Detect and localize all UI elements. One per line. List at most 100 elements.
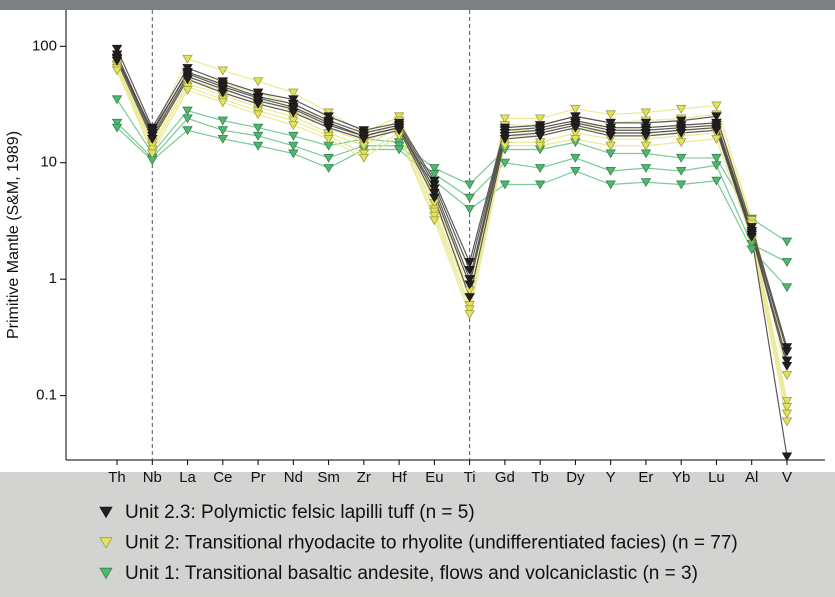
data-marker [499, 114, 511, 124]
series-line [116, 127, 788, 288]
data-marker [534, 114, 546, 124]
data-marker [147, 126, 158, 136]
data-marker [711, 126, 722, 136]
series-line [116, 117, 788, 263]
data-marker [323, 118, 334, 128]
data-marker [746, 245, 757, 255]
data-marker [252, 93, 264, 103]
data-marker [464, 258, 475, 268]
data-marker [429, 211, 440, 221]
data-marker [464, 180, 475, 190]
data-marker [288, 103, 299, 113]
data-marker [605, 118, 616, 128]
y-tick-label: 0.1 [36, 387, 57, 404]
data-marker [323, 123, 334, 133]
x-tick-label: Y [606, 469, 616, 486]
data-marker [499, 134, 511, 144]
data-marker [217, 116, 229, 126]
data-marker [217, 66, 229, 76]
data-marker [605, 141, 616, 151]
data-marker [781, 258, 793, 268]
x-tick-label: Sm [317, 469, 340, 486]
data-marker [675, 116, 687, 126]
data-marker [640, 164, 652, 173]
data-marker [570, 123, 581, 133]
x-tick-label: Lu [708, 469, 725, 486]
data-marker [182, 75, 193, 85]
data-marker [358, 149, 370, 159]
series-line [116, 48, 788, 348]
y-tick-label: 100 [32, 37, 57, 54]
data-marker [711, 153, 722, 163]
data-marker [429, 193, 440, 203]
x-tick-label: Zr [357, 469, 371, 486]
data-marker [182, 114, 193, 124]
x-tick-label: Pr [251, 469, 266, 486]
data-marker [323, 153, 334, 163]
data-marker [288, 149, 299, 159]
x-tick-label: Dy [566, 469, 585, 486]
x-tick-label: Ce [213, 469, 232, 486]
data-marker [429, 216, 440, 226]
data-marker [711, 112, 722, 122]
series-line [116, 99, 788, 243]
data-marker [781, 409, 793, 419]
data-marker [111, 123, 123, 133]
x-tick-label: Gd [495, 469, 515, 486]
data-marker [464, 310, 475, 320]
data-marker [605, 180, 616, 190]
legend-marker [99, 537, 113, 549]
data-marker [288, 131, 299, 141]
data-marker [640, 178, 652, 188]
data-marker [393, 145, 405, 155]
data-marker [288, 121, 299, 131]
data-marker [781, 361, 793, 371]
x-tick-label: Al [745, 469, 758, 486]
legend-panel [0, 472, 835, 597]
data-marker [464, 205, 475, 214]
data-marker [111, 66, 123, 76]
series-line [116, 54, 788, 352]
y-axis-label: Primitive Mantle (S&M, 1989) [5, 131, 22, 339]
data-marker [182, 126, 193, 136]
data-marker [570, 134, 581, 144]
data-marker [781, 283, 793, 293]
data-marker [781, 371, 793, 380]
data-marker [217, 88, 229, 98]
data-marker [111, 95, 123, 105]
x-tick-label: V [782, 469, 792, 486]
data-marker [499, 180, 511, 190]
data-marker [675, 166, 687, 176]
data-marker [147, 134, 158, 144]
data-marker [429, 164, 440, 173]
data-marker [605, 110, 616, 120]
data-marker [464, 265, 475, 275]
series-line [116, 58, 788, 367]
data-marker [182, 54, 193, 64]
data-marker [499, 158, 511, 168]
data-marker [217, 126, 229, 136]
data-marker [182, 106, 193, 116]
legend-marker [99, 567, 113, 580]
data-marker [640, 108, 652, 118]
data-marker [534, 180, 546, 190]
data-marker [323, 134, 334, 144]
x-tick-label: Hf [392, 469, 408, 486]
data-marker [675, 129, 687, 138]
x-tick-label: La [179, 469, 196, 486]
x-tick-label: Er [638, 469, 653, 486]
data-marker [781, 402, 793, 412]
data-marker [111, 118, 123, 128]
series-line [116, 67, 788, 414]
data-marker [288, 88, 299, 98]
data-marker [570, 166, 581, 176]
x-tick-label: Th [108, 469, 126, 486]
data-marker [675, 153, 687, 163]
y-tick-label: 1 [49, 270, 57, 287]
x-tick-label: Tb [531, 469, 549, 486]
data-marker [534, 164, 546, 173]
data-marker [640, 141, 652, 151]
data-marker [393, 126, 405, 136]
data-marker [429, 184, 440, 194]
